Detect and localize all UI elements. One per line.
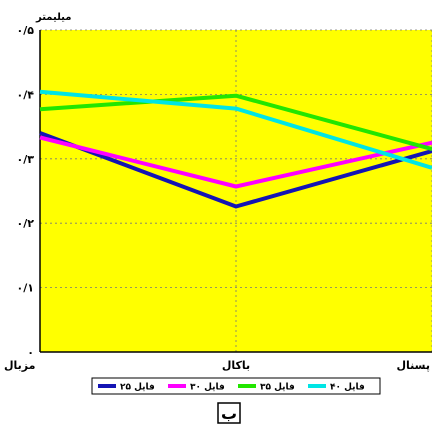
legend-label: فایل ۳۰ xyxy=(190,383,225,393)
y-tick-labels: ۰ ۰/۱ ۰/۲ ۰/۳ ۰/۴ ۰/۵ xyxy=(17,24,35,359)
legend-label: فایل ۲۵ xyxy=(120,383,155,393)
y-tick-label: ۰/۳ xyxy=(17,153,35,166)
y-tick-label: ۰/۲ xyxy=(17,217,35,230)
legend-box xyxy=(91,377,381,395)
series-line-4 xyxy=(39,89,432,170)
y-tick-label: ۰/۱ xyxy=(17,282,34,295)
legend-label: فایل ۳۵ xyxy=(260,383,295,393)
x-tick-label: مزبال xyxy=(4,359,35,372)
y-tick-label: ۰/۵ xyxy=(17,24,35,37)
series-line-1 xyxy=(39,131,432,209)
x-tick-label: پسنال xyxy=(397,359,431,372)
y-tick-label: ۰/۴ xyxy=(17,88,35,101)
series-line-3 xyxy=(39,93,432,152)
y-axis-unit-label: میلیمتر xyxy=(35,12,71,23)
panel-label-box xyxy=(217,402,241,424)
legend-label: فایل ۴۰ xyxy=(330,383,365,393)
legend: فایل ۲۵ فایل ۳۰ فایل ۳۵ فایل ۴۰ xyxy=(98,383,365,393)
series-line-2 xyxy=(39,135,432,189)
y-tick-label: ۰ xyxy=(27,346,34,359)
x-tick-labels: مزبال باکال پسنال xyxy=(4,359,430,372)
x-tick-label: باکال xyxy=(222,359,250,372)
series-lines xyxy=(39,89,432,209)
panel-label: ب xyxy=(221,404,237,423)
